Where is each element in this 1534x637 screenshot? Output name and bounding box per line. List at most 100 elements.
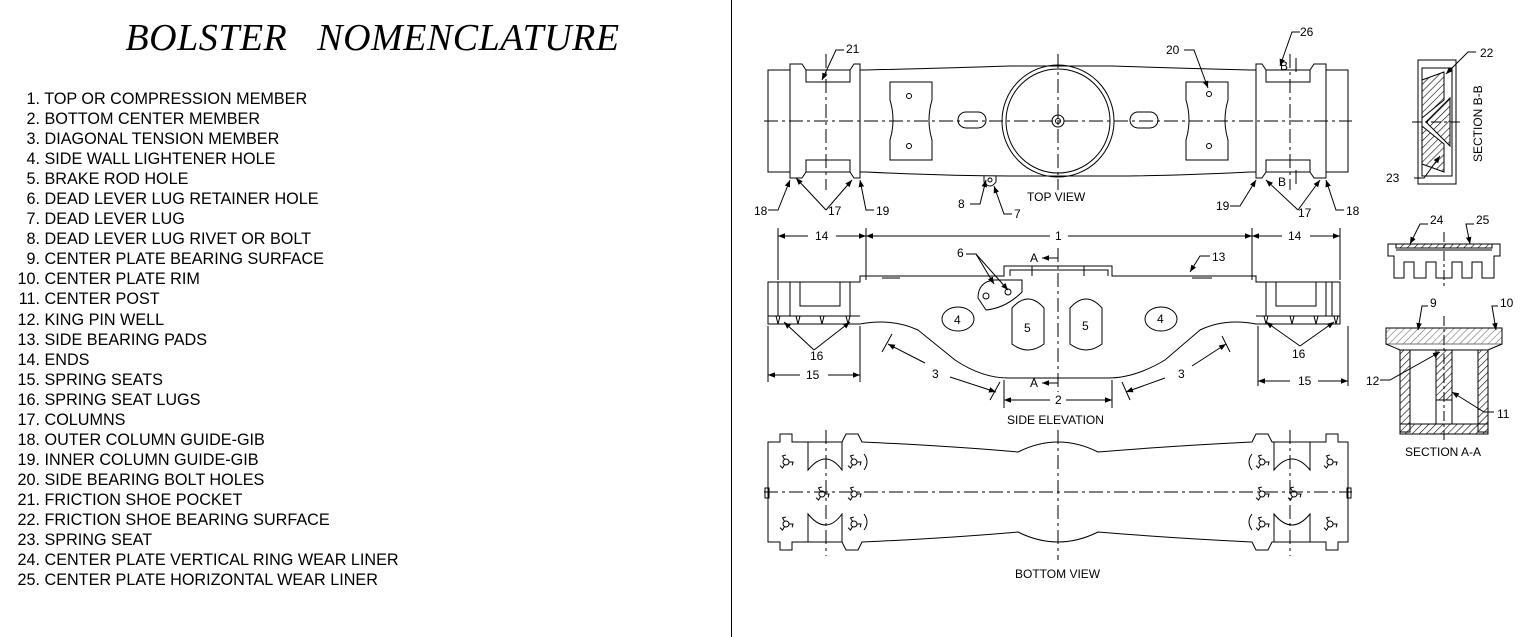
item-label: INNER COLUMN GUIDE-GIB [44, 450, 259, 469]
side-elevation-holes [941, 298, 1178, 351]
nomenclature-list: 1. TOP OR COMPRESSION MEMBER 2. BOTTOM CE… [14, 89, 399, 590]
item-label: FRICTION SHOE BEARING SURFACE [44, 510, 330, 529]
section-mark-b-top: B [1280, 59, 1288, 73]
nomenclature-item: 17. COLUMNS [14, 410, 399, 430]
callout-6: 6 [957, 246, 964, 260]
item-label: FRICTION SHOE POCKET [44, 490, 243, 509]
item-label: CENTER POST [44, 290, 160, 309]
callout-5-left: 5 [1024, 321, 1031, 335]
item-label: KING PIN WELL [44, 310, 165, 329]
nomenclature-item: 3. DIAGONAL TENSION MEMBER [14, 129, 399, 149]
item-number: 16. [17, 390, 40, 409]
bolster-drawing: 21 20 26 22 23 SECTION B-B B B 18 17 19 … [754, 25, 1514, 581]
item-number: 14. [17, 350, 40, 369]
section-mark-a-bottom: A [1030, 376, 1038, 390]
nomenclature-item: 8. DEAD LEVER LUG RIVET OR BOLT [14, 229, 399, 249]
bottom-view-label: BOTTOM VIEW [1015, 567, 1101, 581]
item-label: SIDE BEARING BOLT HOLES [44, 470, 265, 489]
item-number: 12. [17, 310, 40, 329]
item-number: 24. [17, 551, 40, 570]
nomenclature-item: 12. KING PIN WELL [14, 310, 399, 330]
nomenclature-item: 25. CENTER PLATE HORIZONTAL WEAR LINER [14, 570, 399, 590]
top-view-label: TOP VIEW [1027, 190, 1086, 204]
callout-25: 25 [1476, 213, 1490, 227]
item-label: COLUMNS [44, 410, 126, 429]
callout-23: 23 [1386, 171, 1400, 185]
item-number: 19. [17, 450, 40, 469]
item-label: SPRING SEATS [44, 370, 163, 389]
item-number: 18. [17, 430, 40, 449]
side-bearing-pads-top [889, 81, 1229, 161]
nomenclature-item: 22. FRICTION SHOE BEARING SURFACE [14, 510, 399, 530]
item-label: CENTER PLATE BEARING SURFACE [44, 250, 324, 269]
callout-19-left: 19 [876, 204, 890, 218]
section-mark-b-bottom: B [1278, 175, 1286, 189]
callout-15-right: 15 [1298, 374, 1312, 388]
callout-8: 8 [958, 197, 965, 211]
nomenclature-item: 21. FRICTION SHOE POCKET [14, 490, 399, 510]
page-title: BOLSTER NOMENCLATURE [125, 17, 620, 59]
callout-11: 11 [1497, 407, 1510, 421]
item-number: 22. [17, 510, 40, 529]
callout-3-right: 3 [1178, 367, 1185, 381]
callout-4-right: 4 [1157, 312, 1164, 326]
item-number: 2. [26, 110, 40, 129]
item-number: 17. [17, 410, 40, 429]
item-label: OUTER COLUMN GUIDE-GIB [44, 430, 265, 449]
item-number: 7. [26, 210, 40, 229]
callout-15-left: 15 [806, 368, 820, 382]
item-label: BOTTOM CENTER MEMBER [44, 110, 261, 129]
dead-lever-lug-side [977, 279, 1023, 311]
item-label: BRAKE ROD HOLE [44, 170, 189, 189]
section-b-b-label: SECTION B-B [1471, 85, 1485, 162]
callout-21: 21 [846, 42, 860, 56]
nomenclature-panel: BOLSTER NOMENCLATURE 1. TOP OR COMPRESSI… [0, 0, 731, 637]
nomenclature-item: 10. CENTER PLATE RIM [14, 269, 399, 289]
item-number: 5. [26, 170, 40, 189]
item-label: DEAD LEVER LUG RETAINER HOLE [44, 190, 319, 209]
item-label: SIDE WALL LIGHTENER HOLE [44, 150, 276, 169]
leader-lines [768, 31, 1498, 413]
item-number: 23. [17, 531, 40, 550]
section-a-a [1385, 316, 1503, 440]
side-elevation [767, 228, 1349, 408]
nomenclature-item: 19. INNER COLUMN GUIDE-GIB [14, 450, 399, 470]
spring-seat-lug-symbol [815, 486, 830, 501]
bottom-view [764, 430, 1352, 560]
item-number: 13. [17, 330, 40, 349]
section-b-b [1412, 59, 1462, 185]
center-plate-section [1387, 232, 1501, 288]
section-mark-a-top: A [1030, 251, 1038, 265]
nomenclature-item: 6. DEAD LEVER LUG RETAINER HOLE [14, 189, 399, 209]
callout-16-left: 16 [810, 349, 824, 363]
nomenclature-item: 5. BRAKE ROD HOLE [14, 169, 399, 189]
callout-4-left: 4 [954, 313, 961, 327]
callout-12: 12 [1366, 374, 1380, 388]
item-label: TOP OR COMPRESSION MEMBER [44, 90, 308, 108]
callout-19-right: 19 [1216, 199, 1230, 213]
nomenclature-item: 23. SPRING SEAT [14, 530, 399, 550]
item-label: SPRING SEAT [44, 531, 153, 550]
callout-14-left: 14 [815, 229, 829, 243]
item-label: CENTER PLATE RIM [44, 270, 200, 289]
item-number: 11. [18, 290, 40, 309]
nomenclature-item: 4. SIDE WALL LIGHTENER HOLE [14, 149, 399, 169]
side-dimensions [767, 228, 1349, 408]
side-elevation-outline [767, 265, 1341, 379]
item-label: CENTER PLATE HORIZONTAL WEAR LINER [44, 571, 378, 590]
top-view [764, 54, 1352, 190]
brake-rod-slots-top [957, 111, 1159, 129]
callout-1: 1 [1055, 229, 1062, 243]
item-number: 15. [17, 370, 40, 389]
item-number: 8. [26, 230, 40, 249]
item-number: 6. [26, 190, 40, 209]
callout-18-right: 18 [1346, 204, 1360, 218]
callout-10: 10 [1500, 296, 1514, 310]
item-label: CENTER PLATE VERTICAL RING WEAR LINER [44, 551, 399, 570]
bottom-view-centerlines [764, 430, 1352, 560]
nomenclature-item: 20. SIDE BEARING BOLT HOLES [14, 470, 399, 490]
callout-17-right: 17 [1298, 206, 1312, 220]
nomenclature-item: 2. BOTTOM CENTER MEMBER [14, 109, 399, 129]
item-number: 1. [26, 90, 40, 108]
item-number: 20. [17, 470, 40, 489]
